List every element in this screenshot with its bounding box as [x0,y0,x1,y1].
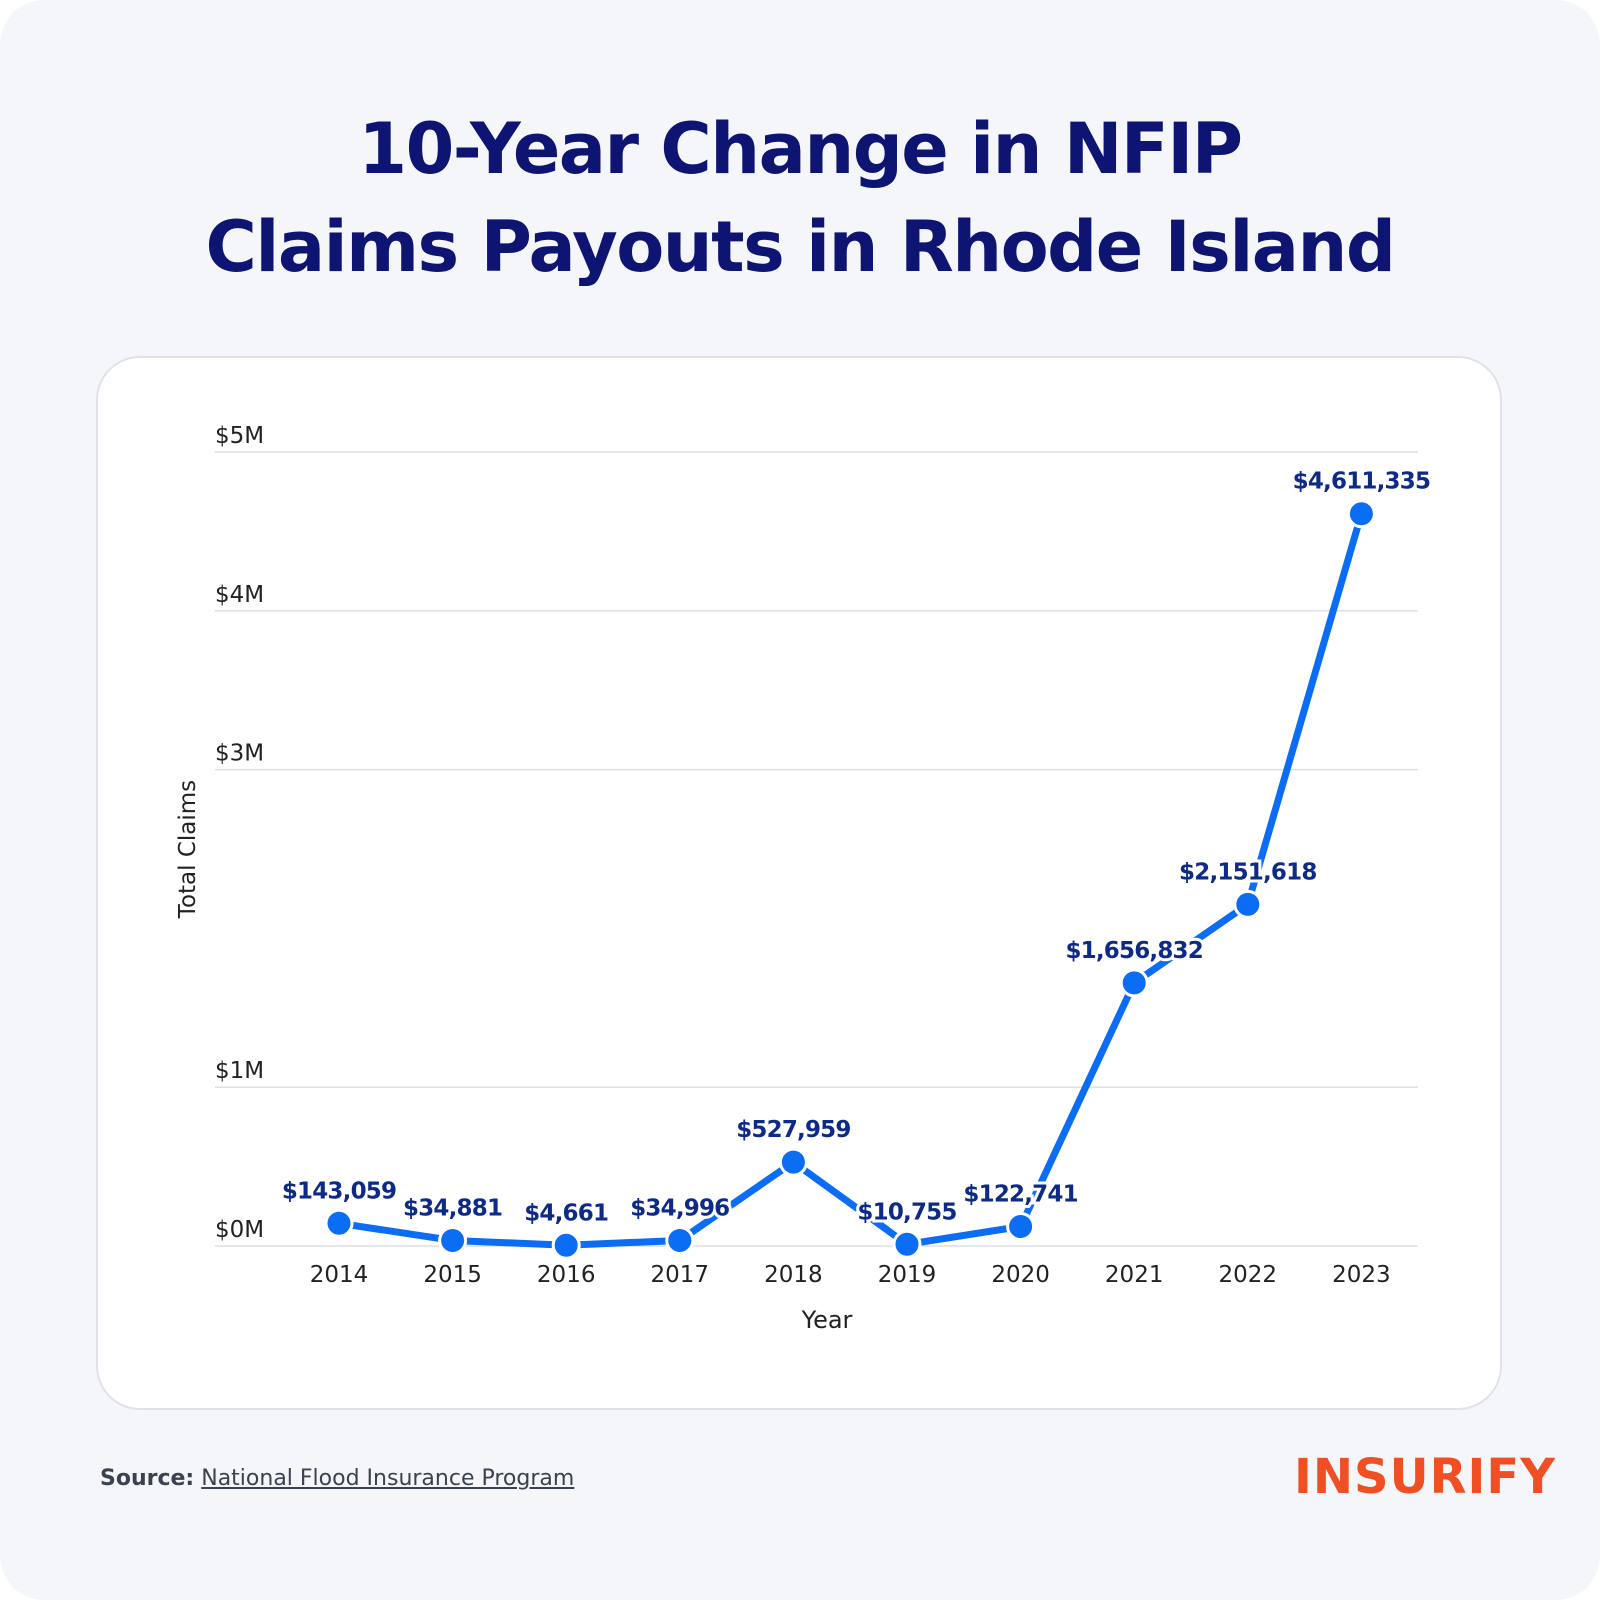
x-axis-label: Year [801,1306,853,1334]
data-point [438,1225,468,1255]
data-point [324,1208,354,1238]
x-tick-label: 2019 [878,1262,937,1288]
y-tick-label: $1M [215,1058,264,1084]
x-tick-label: 2015 [423,1262,482,1288]
y-axis-label: Total Claims [175,780,201,919]
data-label: $4,611,335 [1293,469,1431,495]
x-tick-label: 2016 [537,1262,596,1288]
y-tick-label: $5M [215,423,264,449]
data-point [778,1147,808,1177]
y-tick-label: $4M [215,582,264,608]
data-label: $1,656,832 [1065,938,1203,964]
series-line-segment [1130,900,1252,987]
insurify-logo: INSURIFY [1294,1449,1556,1505]
data-point [665,1225,695,1255]
data-label: $122,741 [963,1182,1077,1208]
page-title: 10-Year Change in NFIP Claims Payouts in… [0,100,1600,296]
data-label: $34,881 [403,1195,502,1221]
y-tick-label: $0M [215,1217,264,1243]
x-tick-label: 2014 [310,1262,369,1288]
x-tick-label: 2021 [1105,1262,1164,1288]
title-line-2: Claims Payouts in Rhode Island [205,206,1397,288]
data-point [1233,889,1263,919]
x-tick-label: 2023 [1332,1262,1391,1288]
data-label: $527,959 [736,1117,850,1143]
data-point [892,1229,922,1259]
series-line-segment [562,1236,684,1249]
series-line-segment [903,1223,1025,1248]
series-line-segment [789,1158,911,1248]
data-point [551,1230,581,1260]
data-point [1346,499,1376,529]
data-point [1119,968,1149,998]
x-tick-label: 2017 [651,1262,710,1288]
series-line-segment [1017,979,1138,1231]
source-link[interactable]: National Flood Insurance Program [201,1466,575,1491]
x-tick-label: 2022 [1219,1262,1278,1288]
series-line-segment [676,1158,797,1244]
data-point [1006,1212,1036,1242]
y-tick-label: $3M [215,741,264,767]
data-label: $10,755 [857,1199,956,1225]
x-tick-label: 2020 [991,1262,1050,1288]
data-label: $143,059 [282,1178,396,1204]
series-line-segment [449,1236,570,1249]
source-label: Source: [100,1466,195,1491]
data-label: $4,661 [524,1200,608,1226]
source-note: Source: National Flood Insurance Program [100,1466,574,1491]
title-line-1: 10-Year Change in NFIP [358,108,1243,190]
x-tick-label: 2018 [764,1262,823,1288]
data-label: $2,151,618 [1179,859,1317,885]
series-line-segment [335,1219,457,1244]
data-label: $34,996 [630,1195,729,1221]
series-line-segment [1244,510,1365,908]
